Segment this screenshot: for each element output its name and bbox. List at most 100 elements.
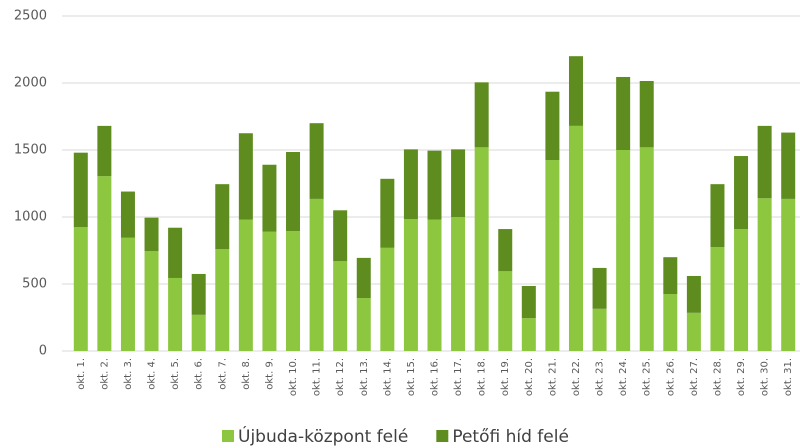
bar-segment (498, 229, 513, 272)
bar-segment (120, 237, 135, 351)
x-tick-label: okt. 10. (288, 358, 299, 396)
bar-segment (474, 147, 489, 351)
x-tick-label: okt. 3. (123, 358, 134, 390)
bar-segment (592, 308, 607, 351)
bar-segment (592, 267, 607, 309)
bar-segment (191, 273, 206, 315)
bar-segment (757, 125, 772, 199)
bar-segment (286, 152, 301, 232)
bar-segment (734, 156, 749, 230)
bar-segment (356, 257, 371, 299)
bar-segment (710, 184, 725, 248)
bar-segment (333, 210, 348, 262)
bar-segment (309, 123, 324, 199)
x-tick-label: okt. 26. (665, 358, 676, 396)
x-tick-label: okt. 14. (382, 358, 393, 396)
x-tick-label: okt. 23. (595, 358, 606, 396)
bar-segment (97, 176, 112, 351)
bar-segment (333, 261, 348, 351)
bar-segment (451, 149, 466, 217)
x-tick-label: okt. 4. (147, 358, 158, 390)
y-tick-label: 1000 (14, 210, 47, 225)
bar-segment (710, 247, 725, 351)
x-tick-label: okt. 12. (335, 358, 346, 396)
bar-segment (262, 164, 277, 232)
bar-segment (168, 277, 183, 351)
bar-segment (686, 275, 701, 313)
x-tick-label: okt. 15. (406, 358, 417, 396)
x-tick-label: okt. 31. (783, 358, 794, 396)
x-tick-label: okt. 9. (264, 358, 275, 390)
bar-segment (781, 132, 796, 199)
bar-segment (191, 314, 206, 351)
x-tick-label: okt. 11. (312, 358, 323, 396)
legend-swatch (222, 430, 234, 442)
bar-segment (215, 249, 230, 351)
bar-segment (144, 251, 159, 351)
bar-segment (356, 298, 371, 351)
bar-segment (568, 125, 583, 351)
bar-segment (262, 231, 277, 351)
bar-segment (521, 286, 536, 319)
x-tick-label: okt. 17. (453, 358, 464, 396)
x-tick-label: okt. 13. (359, 358, 370, 396)
bar-segment (757, 198, 772, 351)
x-tick-label: okt. 18. (477, 358, 488, 396)
x-tick-label: okt. 5. (170, 358, 181, 390)
bar-segment (427, 219, 442, 351)
bar-segment (686, 312, 701, 351)
bar-segment (403, 149, 418, 220)
bar-segment (286, 231, 301, 351)
x-tick-label: okt. 1. (76, 358, 87, 390)
x-tick-label: okt. 24. (618, 358, 629, 396)
x-tick-label: okt. 21. (547, 358, 558, 396)
bar-segment (498, 271, 513, 351)
bar-segment (568, 56, 583, 126)
x-tick-label: okt. 25. (642, 358, 653, 396)
x-tick-label: okt. 20. (524, 358, 535, 396)
y-tick-label: 1500 (14, 143, 47, 158)
bar-segment (616, 150, 631, 351)
x-tick-label: okt. 2. (99, 358, 110, 390)
bar-segment (380, 178, 395, 248)
bar-segment (144, 217, 159, 252)
bar-segment (781, 198, 796, 351)
bar-segment (403, 219, 418, 351)
bar-segment (616, 76, 631, 150)
bar-segment (639, 147, 654, 351)
x-tick-label: okt. 6. (194, 358, 205, 390)
bar-segment (238, 133, 253, 220)
bar-segment (663, 257, 678, 295)
bar-segment (168, 227, 183, 278)
bar-segment (215, 184, 230, 250)
x-tick-label: okt. 27. (689, 358, 700, 396)
bar-segment (545, 91, 560, 161)
x-tick-label: okt. 8. (241, 358, 252, 390)
bar-segment (639, 80, 654, 148)
x-tick-label: okt. 28. (712, 358, 723, 396)
x-tick-label: okt. 29. (736, 358, 747, 396)
legend-label: Újbuda-központ felé (238, 425, 408, 447)
bar-segment (97, 125, 112, 177)
bar-segment (120, 191, 135, 238)
y-tick-label: 0 (39, 344, 47, 359)
x-tick-label: okt. 7. (217, 358, 228, 390)
y-tick-label: 2000 (14, 76, 47, 91)
x-tick-label: okt. 19. (500, 358, 511, 396)
bar-segment (73, 227, 88, 351)
bar-segment (474, 82, 489, 148)
legend-label: Petőfi híd felé (452, 427, 569, 447)
bar-segment (309, 198, 324, 351)
y-tick-label: 2500 (14, 9, 47, 24)
y-tick-label: 500 (22, 277, 47, 292)
bar-segment (545, 160, 560, 351)
bar-segment (73, 152, 88, 228)
bar-segment (451, 217, 466, 351)
x-tick-label: okt. 30. (760, 358, 771, 396)
bar-segment (734, 229, 749, 351)
bar-segment (521, 318, 536, 351)
bar-segment (380, 247, 395, 351)
bar-segment (238, 219, 253, 351)
x-tick-label: okt. 22. (571, 358, 582, 396)
